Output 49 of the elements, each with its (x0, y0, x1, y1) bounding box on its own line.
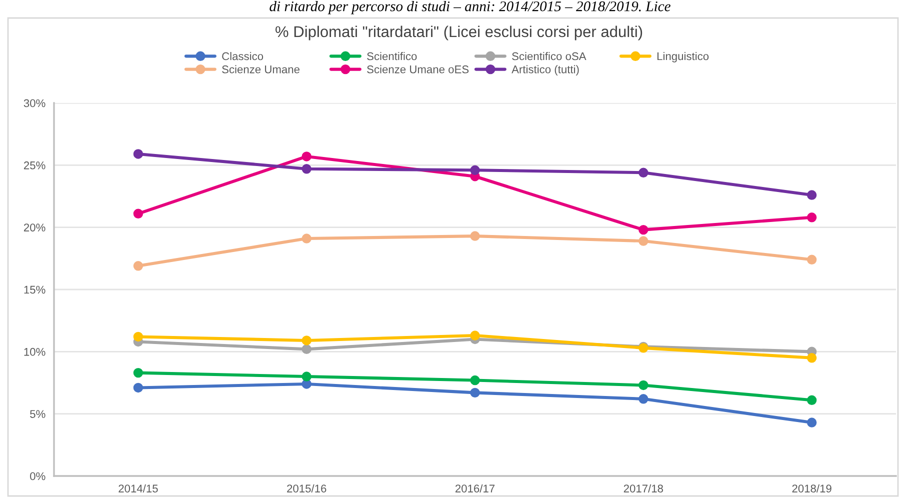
point (302, 152, 312, 162)
legend-label: Scienze Umane (222, 65, 300, 74)
point (638, 224, 648, 235)
x-tick-label: 2016/17 (455, 484, 495, 492)
point (302, 234, 312, 244)
point (302, 372, 312, 382)
point (470, 231, 480, 241)
point (806, 418, 817, 428)
legend-label: Scientifico (367, 52, 417, 60)
point (806, 190, 817, 200)
point (133, 149, 144, 159)
point (806, 395, 817, 406)
point (638, 168, 648, 178)
point (302, 336, 312, 346)
x-tick-label: 2017/18 (624, 484, 663, 492)
chart-title: % Diplomati "ritardatari" (Licei esclusi corsi per adulti) (276, 26, 642, 40)
legend-label: Linguistico (657, 52, 709, 62)
point (302, 344, 312, 354)
y-tick-label: 20% (24, 224, 46, 232)
x-tick-label: 2015/16 (287, 484, 326, 492)
legend-label: Scientifico oSA (512, 52, 586, 60)
point (638, 380, 648, 390)
point (806, 353, 817, 363)
point (638, 394, 648, 404)
point (133, 368, 144, 378)
point (470, 330, 480, 340)
text: di ritardo per percorso di studi – anni: 2014/2015 – 2018/2019. Lice (270, 1, 670, 14)
point (133, 332, 144, 342)
point (638, 236, 648, 246)
y-tick-label: 10% (24, 348, 46, 356)
point (470, 165, 480, 175)
point (133, 261, 144, 271)
point (133, 382, 144, 393)
point (806, 212, 817, 222)
point (302, 164, 312, 174)
legend-label: Scienze Umane oES (367, 65, 469, 74)
y-tick-label: 25% (24, 161, 46, 170)
y-tick-label: 0% (30, 472, 46, 480)
x-tick-label: 2014/15 (118, 484, 158, 492)
y-tick-label: 30% (24, 99, 46, 108)
point (133, 208, 144, 219)
legend-label: Classico (222, 52, 264, 60)
y-tick-label: 15% (24, 286, 46, 294)
x-tick-label: 2018/19 (792, 484, 832, 492)
y-tick-label: 5% (30, 410, 46, 418)
point (470, 388, 480, 398)
legend-label: Artistico (tutti) (512, 65, 579, 76)
point (470, 375, 480, 386)
point (806, 254, 817, 265)
